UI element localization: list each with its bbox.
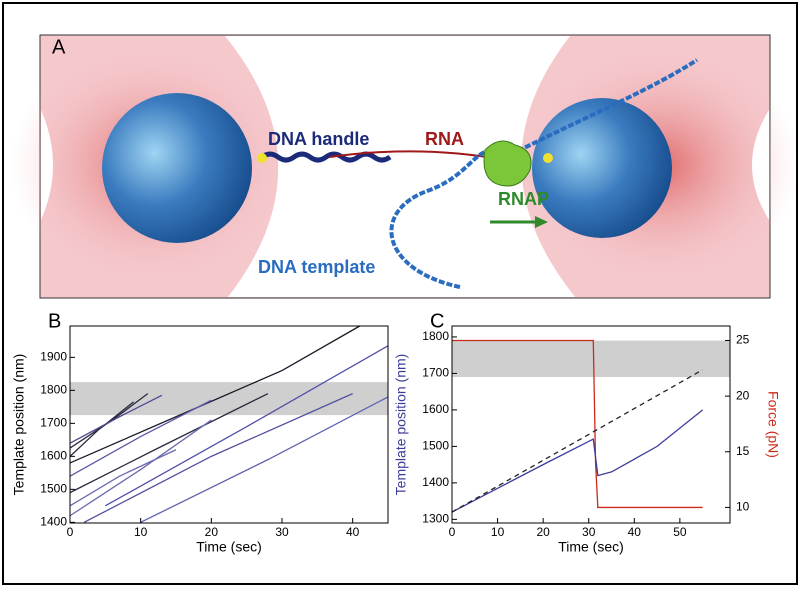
panel-label: B (48, 310, 61, 332)
arrow-head (535, 216, 548, 228)
label-rna: RNA (425, 129, 464, 149)
y-tick-label: 1500 (40, 482, 67, 496)
x-tick-label: 20 (205, 525, 219, 539)
shaded-band (452, 340, 730, 378)
y2-axis-label: Force (pN) (765, 391, 781, 458)
anchor-right (543, 153, 553, 163)
x-tick-label: 30 (275, 525, 289, 539)
x-tick-label: 0 (449, 525, 456, 539)
y2-tick-label: 10 (736, 500, 750, 514)
beam-gap-left (41, 110, 53, 220)
y-tick-label: 1700 (40, 416, 67, 430)
x-tick-label: 40 (346, 525, 360, 539)
x-tick-label: 50 (673, 525, 687, 539)
y-tick-label: 1800 (40, 383, 67, 397)
x-tick-label: 40 (628, 525, 642, 539)
y-tick-label: 1600 (422, 402, 449, 416)
series-line (83, 393, 353, 523)
panel-label: A (52, 36, 66, 58)
panel-label: C (430, 310, 444, 332)
x-tick-label: 10 (134, 525, 148, 539)
beam-gap (225, 36, 575, 297)
series-line (452, 339, 703, 509)
y-axis-label: Template position (nm) (393, 354, 409, 496)
anchor-left (257, 153, 267, 163)
bead-right (532, 98, 672, 238)
plot-frame (451, 325, 731, 524)
panel-a: A DNA handle RNA RNAP DNA template (10, 34, 800, 299)
x-tick-label: 20 (536, 525, 550, 539)
y-axis-label: Template position (nm) (11, 354, 27, 496)
x-axis-label: Time (sec) (196, 539, 262, 555)
series-line (451, 409, 704, 513)
series-line (69, 419, 212, 517)
x-tick-label: 30 (582, 525, 596, 539)
label-dna-template: DNA template (258, 257, 375, 277)
y-tick-label: 1300 (422, 512, 449, 526)
rnap (483, 140, 532, 187)
label-rnap: RNAP (498, 189, 549, 209)
plot-area (70, 326, 388, 523)
series-line (105, 345, 389, 507)
dna-template (389, 58, 699, 289)
y2-tick-label: 25 (736, 333, 750, 347)
y-tick-label: 1900 (40, 350, 67, 364)
series-line (69, 399, 212, 477)
y-tick-label: 1400 (40, 515, 67, 529)
y2-tick-label: 20 (736, 388, 750, 402)
series-line (451, 369, 703, 513)
y-tick-label: 1400 (422, 475, 449, 489)
plot-frame (69, 325, 389, 524)
x-axis-label: Time (sec) (558, 539, 624, 555)
y-tick-label: 1600 (40, 449, 67, 463)
series-line (140, 396, 389, 523)
x-tick-label: 0 (67, 525, 74, 539)
y-tick-label: 1500 (422, 439, 449, 453)
dna-handle (260, 151, 392, 163)
bead-left (102, 93, 252, 243)
charts: 0 10 20 30 40 1400 1500 1600 1700 1800 1900 B Time (… (11, 310, 782, 554)
x-tick-label: 10 (491, 525, 505, 539)
y-tick-label: 1700 (422, 366, 449, 380)
series-line (69, 325, 361, 464)
outer-frame (2, 2, 798, 585)
y2-tick-label: 15 (736, 444, 750, 458)
beam-gap-right (752, 110, 769, 220)
y-tick-label: 1800 (422, 329, 449, 343)
series-line (69, 394, 163, 444)
series-line (69, 393, 269, 494)
label-dna-handle: DNA handle (268, 129, 369, 149)
rna (329, 150, 506, 161)
